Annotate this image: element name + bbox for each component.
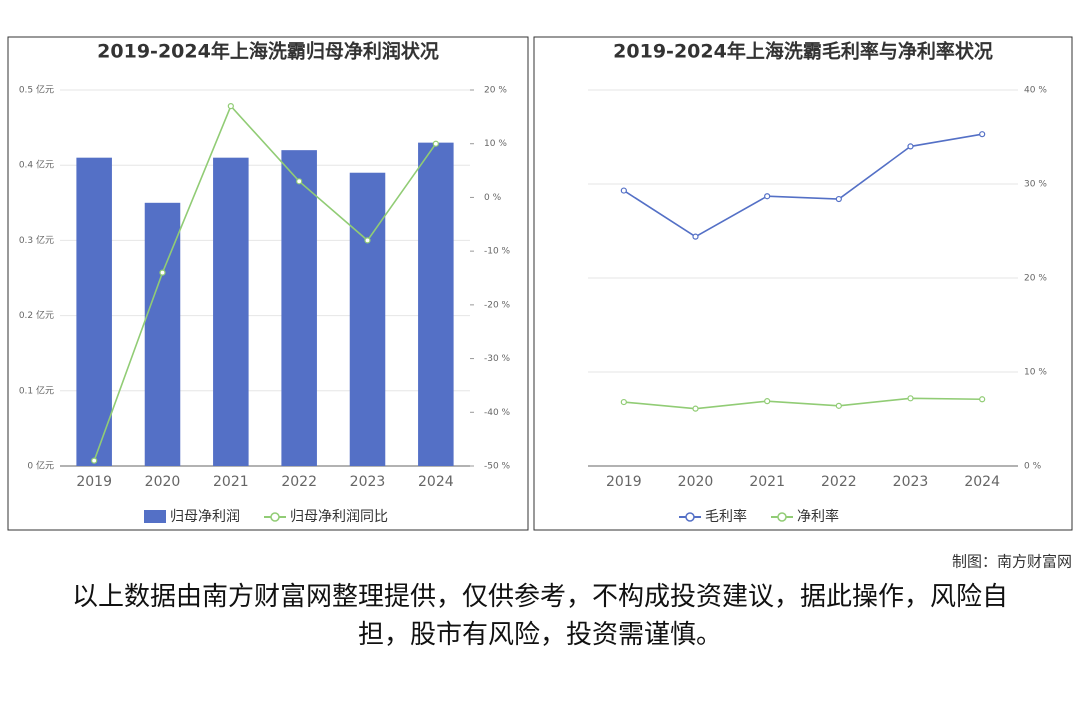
x-tick-label: 2024 (418, 474, 454, 490)
x-tick-label: 2024 (964, 474, 1000, 490)
bar (281, 150, 317, 466)
y-tick-label: 20 % (1024, 274, 1047, 284)
point (159, 269, 166, 276)
disclaimer: 以上数据由南方财富网整理提供，仅供参考，不构成投资建议，据此操作，风险自担，股市… (71, 582, 1008, 650)
y-tick-label: 30 % (1024, 180, 1047, 190)
credit: 制图：南方财富网 (952, 553, 1072, 571)
chart-title: 2019-2024年上海洗霸归母净利润状况 (97, 40, 439, 63)
charts: 制图：南方财富网 2019-2024年上海洗霸归母净利润状况 0 亿元 0.1 亿元… (7, 36, 1073, 571)
y-tick-label: 0.5 亿元 (19, 84, 54, 96)
x-tick-label: 2020 (678, 474, 714, 490)
panel (533, 36, 1073, 531)
legend-label: 净利率 (797, 508, 839, 525)
point (835, 195, 842, 203)
point (764, 193, 771, 200)
point (835, 402, 842, 409)
point (979, 131, 986, 138)
x-tick-label: 2019 (606, 474, 642, 490)
x-tick-label: 2021 (213, 474, 249, 490)
legend-swatch (144, 510, 166, 523)
y-tick-label: 0 % (1024, 462, 1042, 472)
y2-tick-label: -50 % (484, 462, 511, 472)
bar (144, 202, 181, 467)
x-tick-label: 2022 (281, 474, 317, 490)
legend-swatch (270, 512, 280, 522)
line (93, 104, 437, 461)
x-tick-label: 2019 (76, 474, 112, 490)
bar (418, 142, 454, 466)
point (296, 178, 303, 185)
y2-tick-label: -40 % (484, 408, 511, 418)
point (764, 398, 771, 405)
y-tick-label: 10 % (1024, 368, 1047, 378)
legend-label: 归母净利润同比 (290, 508, 388, 525)
point (692, 233, 699, 240)
point (692, 405, 699, 412)
x-tick-label: 2021 (749, 474, 785, 490)
point (91, 457, 98, 464)
y-tick-label: 0.2 亿元 (19, 309, 54, 321)
bar (349, 172, 386, 466)
point (907, 395, 914, 402)
y2-tick-label: 20 % (484, 86, 507, 96)
y-tick-label: 0.3 亿元 (19, 234, 54, 246)
legend-label: 毛利率 (705, 508, 747, 525)
line (623, 133, 983, 238)
point (907, 143, 914, 150)
y-tick-label: 40 % (1024, 86, 1047, 96)
y2-tick-label: -30 % (484, 354, 511, 364)
y-tick-label: 0.4 亿元 (19, 159, 54, 171)
point (979, 396, 986, 403)
x-tick-label: 2023 (350, 474, 386, 490)
x-tick-label: 2022 (821, 474, 857, 490)
point (227, 103, 234, 110)
bar (76, 157, 112, 466)
y2-tick-label: -20 % (484, 300, 511, 310)
panel (7, 36, 529, 531)
point (432, 140, 439, 147)
line (623, 397, 983, 410)
legend-swatch (685, 512, 695, 522)
x-tick-label: 2023 (893, 474, 929, 490)
point (364, 237, 371, 244)
y2-tick-label: -10 % (484, 247, 511, 257)
point (620, 398, 627, 406)
y-tick-label: 0.1 亿元 (19, 384, 54, 396)
bar (213, 157, 249, 466)
point (620, 187, 627, 194)
y2-tick-label: 10 % (484, 139, 507, 149)
x-tick-label: 2020 (145, 474, 181, 490)
chart-title: 2019-2024年上海洗霸毛利率与净利率状况 (613, 40, 993, 63)
y2-tick-label: 0 % (484, 193, 502, 203)
y-tick-label: 0 亿元 (27, 460, 54, 472)
legend-swatch (777, 512, 787, 522)
legend-label: 归母净利润 (170, 508, 240, 525)
